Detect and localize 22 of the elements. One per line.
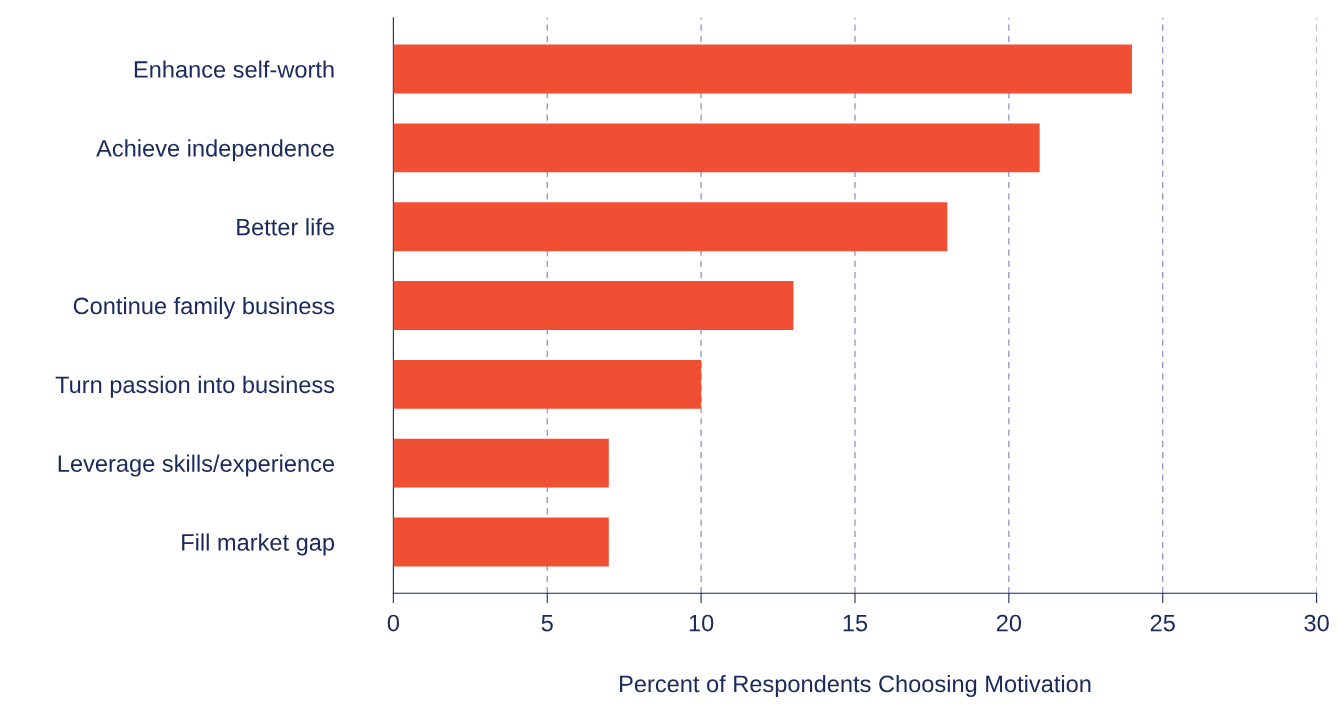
x-tick-label: 30 (1304, 614, 1329, 632)
y-tick-label: Achieve independence (96, 139, 335, 162)
y-tick-label: Fill market gap (182, 533, 335, 556)
bar (393, 359, 702, 409)
x-tick-label: 0 (387, 614, 400, 632)
x-tick-label: 15 (843, 614, 868, 632)
x-tick-label: 25 (1150, 614, 1175, 632)
x-axis-title: Percent of Respondents Choosing Motivation (620, 674, 1091, 697)
y-tick-label: Leverage skills/experience (58, 454, 335, 477)
x-tick-label: 20 (996, 614, 1022, 632)
y-tick-label: Continue family business (73, 296, 335, 319)
y-tick-label: Better life (237, 218, 334, 236)
y-tick-label: Turn passion into business (55, 375, 335, 398)
bar (393, 202, 948, 252)
bar (393, 123, 1040, 173)
y-tick-label: Enhance self-worth (134, 60, 334, 78)
x-tick-label: 5 (541, 614, 553, 632)
bar (393, 44, 1132, 94)
bar (393, 438, 609, 488)
x-tick-label: 10 (689, 614, 714, 632)
bar (393, 281, 794, 330)
bar (393, 517, 609, 567)
